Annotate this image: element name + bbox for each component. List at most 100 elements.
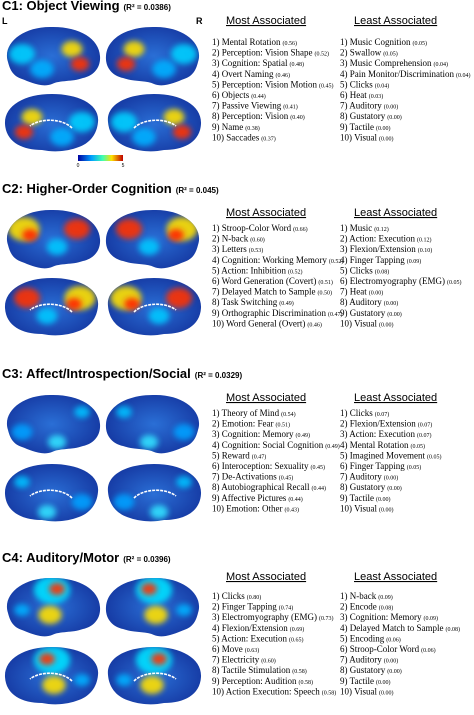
activation-blob bbox=[14, 476, 30, 488]
brain-surface bbox=[6, 26, 101, 86]
activation-blob bbox=[123, 41, 145, 57]
item-score: (0.53) bbox=[249, 247, 264, 254]
item-label: 5) Action: Execution bbox=[212, 633, 287, 643]
item-score: (0.00) bbox=[387, 311, 402, 318]
item-label: 8) Autobiographical Recall bbox=[212, 482, 310, 492]
item-score: (0.00) bbox=[376, 496, 391, 503]
item-label: 5) Clicks bbox=[340, 265, 373, 275]
item-label: 6) Objects bbox=[212, 90, 250, 100]
panel-title-text: C4: Auditory/Motor bbox=[2, 550, 119, 565]
activation-blob bbox=[166, 288, 192, 308]
list-item: 8) Tactile Stimulation (0.58) bbox=[212, 665, 307, 675]
list-item: 8) Autobiographical Recall (0.44) bbox=[212, 482, 326, 492]
item-label: 3) Music Comprehension bbox=[340, 58, 432, 68]
list-item: 7) Heat (0.00) bbox=[340, 287, 383, 297]
list-item: 5) Encoding (0.06) bbox=[340, 633, 401, 643]
list-item: 7) Auditory (0.00) bbox=[340, 101, 398, 111]
activation-blob bbox=[61, 41, 83, 57]
brain-view bbox=[6, 209, 101, 269]
item-score: (0.00) bbox=[379, 506, 394, 513]
panel-title: C3: Affect/Introspection/Social (R² = 0.0… bbox=[2, 366, 242, 381]
item-label: 5) Clicks bbox=[340, 79, 373, 89]
list-item: 9) Perception: Audition (0.58) bbox=[212, 676, 313, 686]
r-squared: (R² = 0.0329) bbox=[195, 371, 243, 380]
brain-view bbox=[6, 577, 101, 637]
list-item: 10) Visual (0.00) bbox=[340, 686, 394, 696]
list-item: 3) Cognition: Memory (0.09) bbox=[340, 612, 438, 622]
item-score: (0.12) bbox=[417, 237, 432, 244]
brain-surface bbox=[6, 577, 101, 637]
brain-surface bbox=[6, 209, 101, 269]
activation-blob bbox=[22, 229, 38, 241]
item-score: (0.00) bbox=[384, 104, 399, 111]
brain-surface bbox=[4, 647, 99, 705]
item-score: (0.00) bbox=[379, 135, 394, 142]
item-score: (0.05) bbox=[411, 443, 426, 450]
brain-surface bbox=[105, 26, 200, 86]
activation-blob bbox=[116, 674, 132, 686]
list-item: 7) Delayed Match to Sample (0.50) bbox=[212, 287, 332, 297]
brain-surface bbox=[107, 647, 202, 705]
item-score: (0.80) bbox=[247, 594, 262, 601]
r-squared: (R² = 0.045) bbox=[176, 186, 219, 195]
brain-view bbox=[105, 394, 200, 454]
item-score: (0.44) bbox=[288, 496, 303, 503]
item-label: 3) Cognition: Memory bbox=[340, 612, 422, 622]
panel-title-text: C3: Affect/Introspection/Social bbox=[2, 366, 191, 381]
item-score: (0.00) bbox=[379, 321, 394, 328]
list-item: 1) Mental Rotation (0.56) bbox=[212, 37, 297, 47]
item-label: 3) Cognition: Memory bbox=[212, 429, 294, 439]
right-hemisphere-label: R bbox=[196, 16, 203, 26]
list-item: 3) Flexion/Extension (0.10) bbox=[340, 244, 432, 254]
list-item: 5) Reward (0.47) bbox=[212, 450, 266, 460]
item-label: 2) Perception: Vision Shape bbox=[212, 48, 313, 58]
brain-view bbox=[6, 394, 101, 454]
column-heading: Least Associated bbox=[354, 207, 437, 219]
corpus-callosum bbox=[29, 489, 73, 499]
activation-blob bbox=[116, 219, 142, 239]
item-score: (0.05) bbox=[407, 464, 422, 471]
item-label: 5) Imagined Movement bbox=[340, 450, 425, 460]
list-item: 2) Emotion: Fear (0.51) bbox=[212, 419, 290, 429]
list-item: 9) Tactile (0.00) bbox=[340, 493, 390, 503]
item-score: (0.45) bbox=[319, 82, 334, 89]
list-item: 5) Clicks (0.08) bbox=[340, 265, 389, 275]
brain-surface bbox=[4, 464, 99, 522]
list-item: 8) Task Switching (0.49) bbox=[212, 297, 294, 307]
item-label: 5) Reward bbox=[212, 450, 250, 460]
list-item: 7) Electricity (0.60) bbox=[212, 655, 276, 665]
item-score: (0.07) bbox=[375, 411, 390, 418]
item-label: 7) Auditory bbox=[340, 472, 382, 482]
item-score: (0.00) bbox=[376, 679, 391, 686]
list-item: 8) Auditory (0.00) bbox=[340, 297, 398, 307]
item-label: 6) Interoception: Sexuality bbox=[212, 461, 309, 471]
list-item: 2) Finger Tapping (0.74) bbox=[212, 602, 293, 612]
activation-blob bbox=[71, 494, 93, 510]
item-label: 6) Stroop-Color Word bbox=[340, 644, 420, 654]
list-item: 10) Emotion: Other (0.43) bbox=[212, 503, 299, 513]
item-score: (0.00) bbox=[384, 475, 399, 482]
activation-blob bbox=[176, 604, 192, 616]
activation-blob bbox=[148, 308, 170, 324]
list-item: 4) Overt Naming (0.46) bbox=[212, 69, 290, 79]
activation-blob bbox=[140, 676, 164, 694]
brain-surface bbox=[105, 577, 200, 637]
item-label: 2) Encode bbox=[340, 602, 377, 612]
list-item: 2) N-back (0.60) bbox=[212, 234, 265, 244]
brain-images bbox=[4, 26, 202, 705]
item-score: (0.58) bbox=[292, 668, 307, 675]
list-item: 4) Finger Tapping (0.09) bbox=[340, 255, 421, 265]
item-label: 1) Music bbox=[340, 223, 372, 233]
item-score: (0.09) bbox=[424, 615, 439, 622]
list-item: 10) Visual (0.00) bbox=[340, 503, 394, 513]
panel-title-text: C1: Object Viewing bbox=[2, 0, 120, 13]
item-label: 4) Pain Monitor/Discrimination bbox=[340, 69, 454, 79]
brain-view bbox=[107, 464, 202, 522]
item-label: 5) Perception: Vision Motion bbox=[212, 79, 318, 89]
item-label: 3) Action: Execution bbox=[340, 429, 415, 439]
activation-blob bbox=[74, 406, 90, 418]
activation-blob bbox=[152, 60, 176, 78]
item-label: 6) Finger Tapping bbox=[340, 461, 405, 471]
list-item: 1) Music Cognition (0.05) bbox=[340, 37, 427, 47]
panel-title: C4: Auditory/Motor (R² = 0.0396) bbox=[2, 550, 171, 565]
